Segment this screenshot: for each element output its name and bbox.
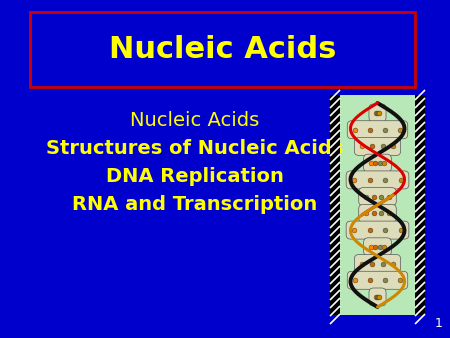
Bar [330, 95, 340, 315]
Text: Structures of Nucleic Acids: Structures of Nucleic Acids [46, 139, 344, 158]
FancyBboxPatch shape [359, 188, 396, 206]
FancyBboxPatch shape [347, 271, 408, 289]
Bar [415, 95, 425, 315]
FancyBboxPatch shape [369, 288, 386, 306]
Text: Nucleic Acids: Nucleic Acids [109, 35, 336, 64]
FancyBboxPatch shape [359, 204, 396, 222]
FancyBboxPatch shape [354, 255, 400, 272]
FancyBboxPatch shape [347, 121, 408, 139]
FancyBboxPatch shape [354, 138, 400, 155]
Text: RNA and Transcription: RNA and Transcription [72, 194, 318, 214]
Text: DNA Replication: DNA Replication [106, 167, 284, 186]
FancyBboxPatch shape [364, 238, 392, 256]
FancyBboxPatch shape [364, 154, 392, 172]
Bar [338, 95, 417, 315]
Bar [30, 12, 415, 87]
FancyBboxPatch shape [369, 104, 386, 122]
Text: 1: 1 [435, 317, 443, 330]
FancyBboxPatch shape [346, 221, 409, 239]
Text: Nucleic Acids: Nucleic Acids [130, 111, 260, 129]
FancyBboxPatch shape [346, 171, 409, 189]
